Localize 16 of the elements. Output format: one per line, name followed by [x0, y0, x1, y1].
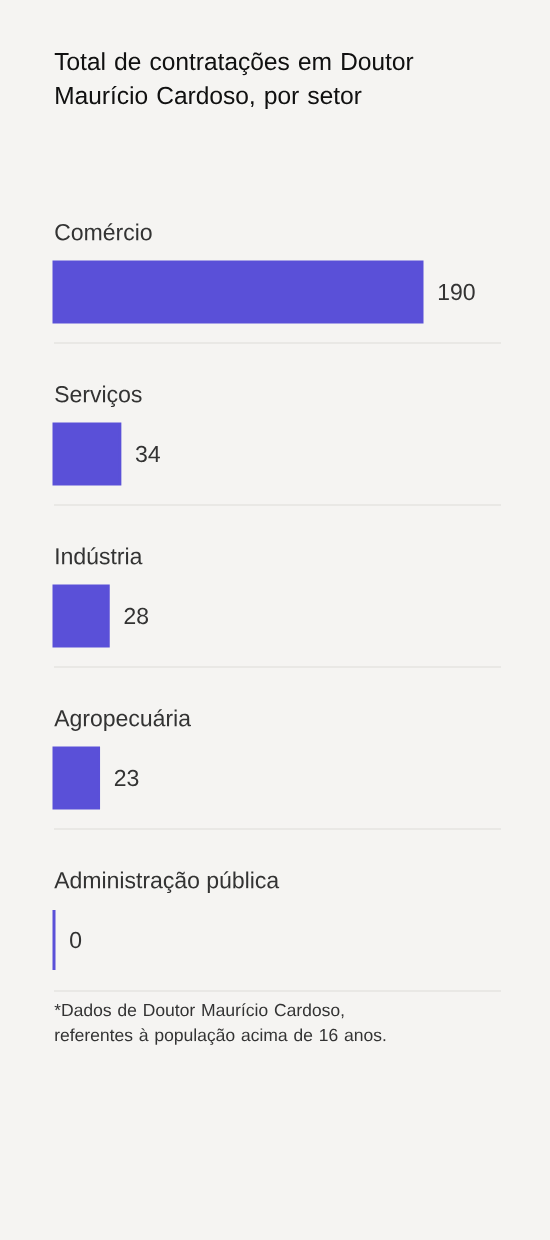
bar	[52, 422, 122, 486]
data-label: 23	[114, 769, 139, 787]
data-label: 0	[70, 931, 82, 949]
y-tick-label: Agropecuária	[54, 709, 191, 731]
bar	[52, 746, 101, 810]
y-tick-label: Serviços	[55, 385, 142, 408]
y-tick-label: Indústria	[56, 547, 143, 565]
bar	[52, 584, 110, 648]
data-label: 28	[124, 607, 149, 625]
y-tick-label: Administração pública	[54, 871, 280, 894]
y-tick-label: Comércio	[55, 223, 152, 241]
chart-title: Total de contratações em Doutor Maurício Cardoso, por setor	[54, 52, 414, 110]
data-label: 34	[135, 445, 160, 463]
bar	[52, 260, 424, 324]
data-label: 190	[438, 283, 475, 301]
text: *Dados de Doutor Maurício Cardoso, referentes à população acima de 16 anos.	[54, 1003, 386, 1045]
